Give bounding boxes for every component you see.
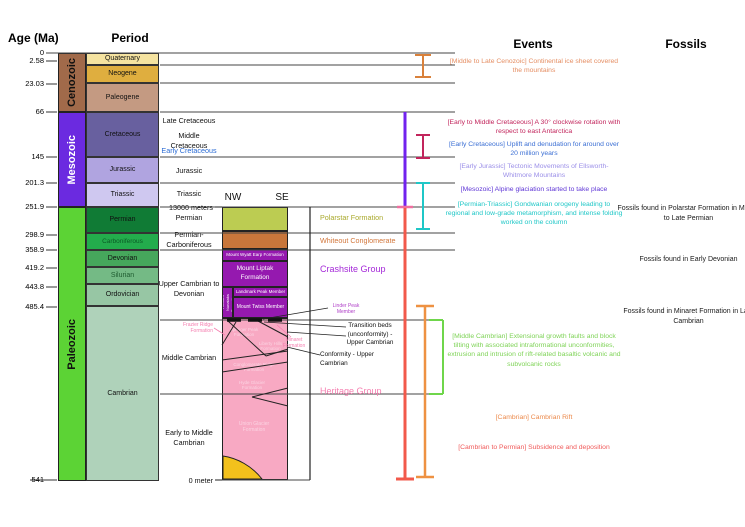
event-cambrian-permian-subsidence: [Cambrian to Permian] Subsidence and dep… bbox=[458, 444, 610, 451]
period-header: Period bbox=[111, 31, 149, 45]
conformity-label: Conformity - Upper Cambrian bbox=[320, 351, 374, 367]
mount-twiss-box: Mount Twiss Member bbox=[233, 297, 288, 318]
period-ordovician: Ordovician bbox=[86, 284, 159, 306]
age-tick-145: 145 bbox=[31, 152, 44, 161]
scale-bottom-label: 0 meter bbox=[188, 476, 213, 485]
row-permian: Permian bbox=[175, 213, 203, 222]
age-tick-358-9: 358.9 bbox=[25, 245, 44, 254]
era-paleozoic: Paleozoic bbox=[58, 207, 86, 481]
age-tick-251-9: 251.9 bbox=[25, 202, 44, 211]
row-triassic: Triassic bbox=[176, 189, 202, 198]
polarstar-formation-box bbox=[222, 207, 288, 231]
whiteout-conglomerate-label: Whiteout Conglomerate bbox=[320, 236, 396, 245]
event-markers bbox=[396, 54, 444, 481]
period-cretaceous: Cretaceous bbox=[86, 112, 159, 157]
age-tick-201-3: 201.3 bbox=[25, 178, 44, 187]
howard-nunataks-box: Howard Nunataks Formation bbox=[222, 287, 233, 318]
period-triassic: Triassic bbox=[86, 183, 159, 207]
landmark-peak-box: Landmark Peak Member bbox=[233, 287, 288, 297]
heritage-group-label: Heritage Group bbox=[320, 386, 382, 396]
fossil-polarstar: Fossils found in Polarstar Formation in … bbox=[617, 205, 745, 222]
union-glacier-label: Union Glacier Formation bbox=[238, 421, 270, 434]
event-permian-triassic-orogeny: [Permian-Triassic] Gondwanian orogeny le… bbox=[445, 201, 623, 227]
conglomerate-ridge-label: Conglomerate Ridge Formation bbox=[233, 362, 275, 373]
permian-triassic-orogeny-marker bbox=[416, 182, 430, 230]
fossil-minaret: Fossils found in Minaret Formation in La… bbox=[623, 308, 745, 325]
events-header: Events bbox=[513, 37, 553, 51]
age-tick-0: 0 bbox=[39, 48, 44, 57]
row-late-cretaceous: Late Cretaceous bbox=[162, 116, 216, 125]
era-mesozoic: Mesozoic bbox=[58, 112, 86, 207]
pink-pointer-lines bbox=[213, 324, 292, 338]
event-jurassic-tectonic: [Early Jurassic] Tectonic Movements of E… bbox=[459, 163, 609, 180]
age-tick-419-2: 419.2 bbox=[25, 263, 44, 272]
minaret-formation-label: Minaret Formation bbox=[282, 337, 306, 350]
heritage-fault-lines bbox=[221, 320, 289, 407]
event-mesozoic-glaciation: [Mesozoic] Alpine glaciation started to … bbox=[460, 186, 608, 193]
era-cenozoic: Cenozoic bbox=[58, 53, 86, 112]
fossil-devonian: Fossils found in Early Devonian bbox=[639, 256, 738, 263]
middle-cambrian-faults-marker bbox=[429, 319, 444, 395]
row-permian-carboniferous: Permian-Carboniferous bbox=[166, 230, 212, 249]
row-early-cretaceous: Early Cretaceous bbox=[161, 146, 217, 155]
age-ticks bbox=[30, 52, 57, 481]
event-cambrian-rift: [Cambrian] Cambrian Rift bbox=[495, 414, 573, 421]
liberty-hills-label: Liberty Hills Formation bbox=[258, 341, 283, 352]
springer-peak-label: Springer Peak Formation bbox=[229, 327, 259, 338]
cenozoic-ice-marker bbox=[415, 54, 431, 78]
event-cretaceous-rotation: [Early to Middle Cretaceous] A 30° clock… bbox=[447, 119, 621, 136]
se-label: SE bbox=[275, 192, 289, 203]
event-middle-cambrian-faults: [Middle Cambrian] Extensional growth fau… bbox=[447, 333, 621, 368]
row-upper-cambrian-devonian: Upper Cambrian to Devonian bbox=[158, 279, 220, 298]
row-middle-cretaceous: Middle Cretaceous bbox=[170, 131, 208, 150]
age-tick-485-4: 485.4 bbox=[25, 302, 44, 311]
linder-peak-member-label: Linder Peak Member bbox=[332, 303, 360, 316]
event-cretaceous-uplift: [Early Cretaceous] Uplift and denudation… bbox=[448, 141, 620, 158]
subsidence-marker bbox=[396, 208, 414, 481]
period-devonian: Devonian bbox=[86, 250, 159, 267]
age-tick-443-8: 443.8 bbox=[25, 282, 44, 291]
age-header: Age (Ma) bbox=[8, 31, 59, 45]
row-jurassic: Jurassic bbox=[175, 166, 203, 175]
nw-label: NW bbox=[224, 192, 242, 203]
age-tick-2-58: 2.58 bbox=[29, 56, 44, 65]
row-middle-cambrian: Middle Cambrian bbox=[161, 353, 217, 362]
age-tick-66: 66 bbox=[35, 107, 44, 116]
period-permian: Permian bbox=[86, 207, 159, 233]
label-pointer-lines bbox=[262, 307, 347, 356]
transition-beds-label: Transition beds (unconformity) - Upper C… bbox=[346, 322, 394, 347]
period-neogene: Neogene bbox=[86, 65, 159, 83]
mount-liptak-box: Mount Liptak Formation bbox=[222, 261, 288, 287]
whiteout-conglomerate-box bbox=[222, 231, 288, 249]
period-jurassic: Jurassic bbox=[86, 157, 159, 183]
period-carboniferous: Carboniferous bbox=[86, 233, 159, 250]
cambrian-rift-marker bbox=[416, 304, 434, 479]
frazier-ridge-label: Frazier Ridge Formation bbox=[182, 322, 213, 335]
age-tick-23-03: 23.03 bbox=[25, 79, 44, 88]
crashsite-group-label: Crashsite Group bbox=[320, 264, 386, 274]
hyde-glacier-label: Hyde Glacier Formation bbox=[238, 380, 265, 391]
age-tick-298-9: 298.9 bbox=[25, 230, 44, 239]
period-silurian: Silurian bbox=[86, 267, 159, 284]
fossils-header: Fossils bbox=[665, 37, 707, 51]
meter-scale-ticks bbox=[215, 206, 222, 481]
event-cenozoic-ice: [Middle to Late Cenozoic] Continental ic… bbox=[449, 58, 619, 75]
row-early-middle-cambrian: Early to Middle Cambrian bbox=[165, 428, 213, 447]
period-cambrian: Cambrian bbox=[86, 306, 159, 481]
volcanic-wedge-shape bbox=[222, 455, 264, 480]
period-paleogene: Paleogene bbox=[86, 83, 159, 112]
cretaceous-rotation-marker bbox=[416, 134, 430, 159]
polarstar-formation-label: Polarstar Formation bbox=[320, 213, 384, 222]
